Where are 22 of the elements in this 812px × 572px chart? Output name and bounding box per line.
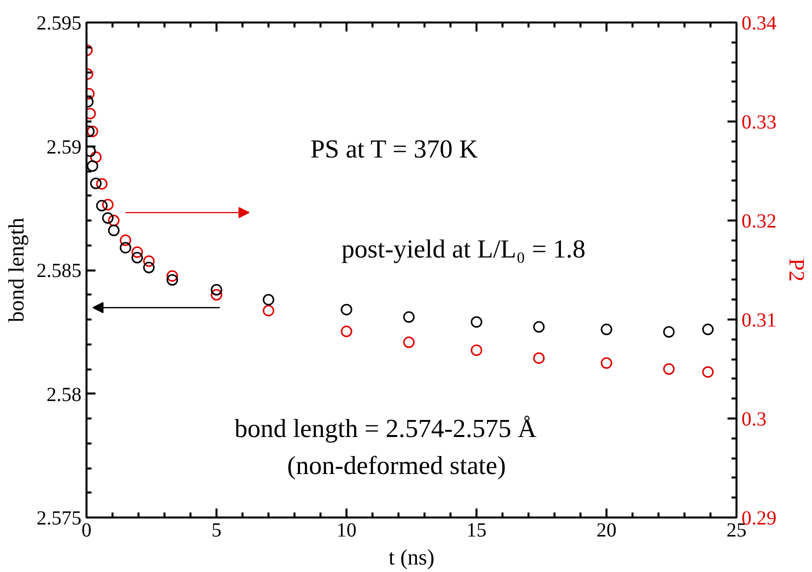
x-tick-label: 0 — [82, 520, 92, 542]
x-tick-label: 10 — [336, 520, 356, 542]
y-tick-label: 2.585 — [36, 260, 82, 282]
y-tick-label: 2.595 — [36, 12, 82, 34]
x-axis-title: t (ns) — [388, 544, 434, 570]
y2-axis-title: P2 — [784, 258, 810, 282]
annotation: PS at T = 370 K — [310, 134, 478, 164]
x-tick-label: 20 — [596, 520, 616, 542]
x-tick-label: 15 — [466, 520, 486, 542]
annotation: (non-deformed state) — [287, 451, 506, 480]
y-tick-label: 2.575 — [36, 508, 82, 530]
y2-tick-label: 0.34 — [742, 12, 776, 34]
annotation: post-yield at L/L₀ = 1.8 — [342, 234, 586, 264]
annotation: bond length = 2.574-2.575 Å — [234, 414, 537, 443]
y2-tick-label: 0.3 — [742, 408, 766, 430]
y-tick-label: 2.59 — [46, 136, 82, 158]
y2-tick-label: 0.33 — [742, 112, 776, 134]
y2-tick-label: 0.32 — [742, 210, 776, 232]
y-tick-label: 2.58 — [46, 384, 82, 406]
x-tick-label: 5 — [212, 520, 222, 542]
y-axis-title: bond length — [4, 218, 28, 322]
y2-tick-label: 0.31 — [742, 310, 776, 332]
